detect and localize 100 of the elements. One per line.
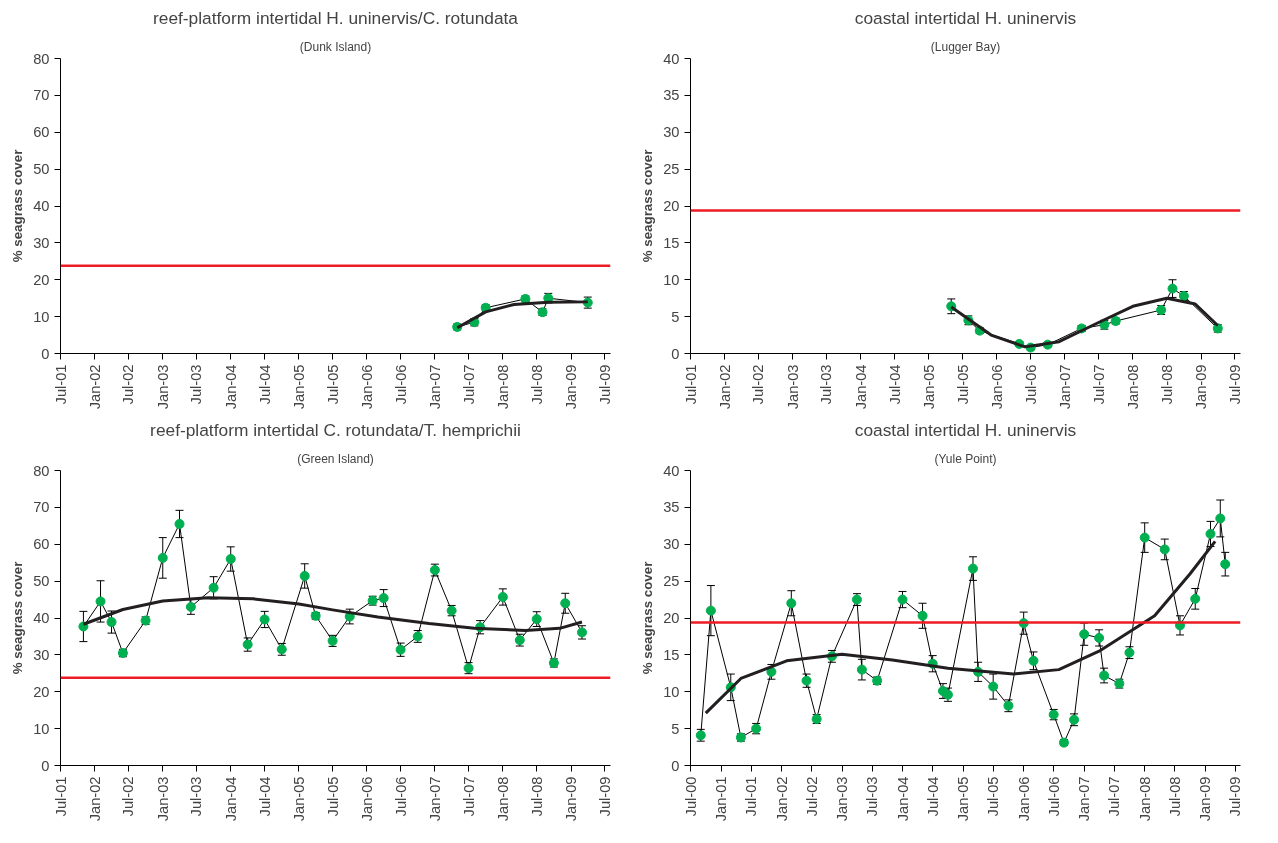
x-tick-label: Jul-08 (528, 776, 545, 817)
x-tick-label: Jan-07 (426, 776, 443, 822)
y-tick-label: 10 (33, 308, 50, 325)
y-tick-label: 0 (671, 345, 680, 362)
y-tick-label: 10 (663, 683, 680, 700)
x-tick-label: Jan-09 (1193, 364, 1210, 410)
y-tick-label: 40 (663, 462, 680, 479)
chart-title: reef-platform intertidal H. uninervis/C. rotundata (152, 7, 519, 28)
x-tick-label: Jan-05 (290, 364, 307, 410)
x-tick-label: Jul-03 (188, 776, 205, 817)
y-tick-label: 20 (33, 271, 50, 288)
x-tick-label: Jan-08 (494, 364, 511, 410)
x-tick-label: Jan-05 (290, 776, 307, 822)
y-tick-label: 30 (33, 234, 50, 251)
chart-subtitle: (Lugger Bay) (930, 39, 1001, 54)
x-tick-label: Jan-09 (563, 364, 580, 410)
x-tick-label: Jul-04 (886, 364, 903, 405)
x-tick-label: Jul-06 (392, 364, 409, 405)
y-tick-label: 20 (663, 198, 680, 214)
y-axis-title: % seagrass cover (640, 561, 656, 675)
y-tick-label: 15 (663, 646, 680, 663)
y-tick-label: 40 (33, 198, 50, 214)
y-tick-label: 20 (33, 683, 50, 700)
x-tick-label: Jul-04 (256, 776, 273, 817)
y-tick-label: 30 (663, 536, 680, 553)
y-tick-label: 70 (33, 87, 50, 104)
chart-subtitle: (Dunk Island) (299, 39, 372, 54)
x-tick-label: Jan-03 (154, 776, 171, 822)
x-tick-label: Jul-07 (460, 776, 477, 817)
x-tick-label: Jan-04 (222, 776, 239, 822)
x-tick-label: Jul-09 (596, 776, 613, 817)
x-tick-label: Jan-04 (894, 776, 911, 822)
x-tick-label: Jul-07 (1090, 364, 1107, 405)
x-tick-label: Jan-06 (358, 776, 375, 822)
y-axis-title: % seagrass cover (640, 149, 656, 263)
x-tick-label: Jul-03 (864, 776, 881, 817)
y-tick-label: 40 (663, 50, 680, 67)
x-tick-label: Jan-03 (834, 776, 851, 822)
x-tick-label: Jul-04 (924, 776, 941, 817)
x-tick-label: Jan-07 (1056, 364, 1073, 410)
x-tick-label: Jan-06 (1015, 776, 1032, 822)
x-tick-label: Jan-09 (1197, 776, 1214, 822)
y-tick-label: 30 (33, 646, 50, 663)
x-tick-label: Jul-02 (120, 776, 137, 817)
y-axis-title: % seagrass cover (10, 149, 26, 263)
x-tick-label: Jan-02 (773, 776, 790, 822)
y-tick-label: 0 (41, 345, 50, 362)
x-tick-label: Jan-02 (86, 776, 103, 822)
y-tick-label: 20 (663, 610, 680, 626)
x-tick-label: Jul-06 (1022, 364, 1039, 405)
x-tick-label: Jul-01 (682, 364, 699, 405)
y-tick-label: 10 (663, 271, 680, 288)
x-tick-label: Jul-09 (1227, 776, 1244, 817)
y-tick-label: 80 (33, 462, 50, 479)
y-tick-label: 35 (663, 499, 680, 516)
x-tick-label: Jan-05 (955, 776, 972, 822)
x-tick-label: Jul-07 (460, 364, 477, 405)
x-tick-label: Jul-03 (818, 364, 835, 405)
x-tick-label: Jul-03 (188, 364, 205, 405)
x-tick-label: Jul-02 (120, 364, 137, 405)
y-tick-label: 5 (671, 720, 680, 737)
x-tick-label: Jan-01 (713, 776, 729, 822)
x-tick-label: Jul-09 (596, 364, 613, 405)
x-tick-label: Jan-03 (784, 364, 801, 410)
y-tick-label: 25 (663, 573, 680, 590)
y-axis-title: % seagrass cover (10, 561, 26, 675)
chart-title: coastal intertidal H. uninervis (854, 7, 1077, 28)
x-tick-label: Jan-09 (563, 776, 580, 822)
x-tick-label: Jul-05 (985, 776, 1002, 817)
y-tick-label: 80 (33, 50, 50, 67)
x-tick-label: Jul-08 (1166, 776, 1183, 817)
y-tick-label: 60 (33, 536, 50, 553)
x-tick-label: Jan-08 (1124, 364, 1141, 410)
y-tick-label: 0 (671, 757, 680, 774)
x-tick-label: Jul-08 (528, 364, 545, 405)
chart-title: reef-platform intertidal C. rotundata/T. hemprichii (150, 419, 521, 440)
y-tick-label: 10 (33, 720, 50, 737)
chart-subtitle: (Yule Point) (934, 451, 997, 466)
x-tick-label: Jan-02 (86, 364, 103, 410)
x-tick-label: Jan-06 (988, 364, 1005, 410)
x-tick-label: Jul-00 (682, 776, 699, 817)
x-tick-label: Jan-05 (920, 364, 937, 410)
x-tick-label: Jul-09 (1226, 364, 1243, 405)
x-tick-label: Jul-02 (803, 776, 820, 817)
y-tick-label: 60 (33, 124, 50, 141)
y-tick-label: 35 (663, 87, 680, 104)
x-tick-label: Jul-07 (1106, 776, 1123, 817)
x-tick-label: Jul-05 (954, 364, 971, 405)
y-tick-label: 40 (33, 610, 50, 626)
x-tick-label: Jan-04 (222, 364, 239, 410)
y-tick-label: 25 (663, 161, 680, 178)
x-tick-label: Jan-02 (716, 364, 733, 410)
y-tick-label: 15 (663, 234, 680, 251)
x-tick-label: Jan-08 (1136, 776, 1153, 822)
x-tick-label: Jul-08 (1158, 364, 1175, 405)
x-tick-label: Jul-04 (256, 364, 273, 405)
x-tick-label: Jan-06 (358, 364, 375, 410)
y-tick-label: 70 (33, 499, 50, 516)
y-tick-label: 30 (663, 124, 680, 141)
x-tick-label: Jul-01 (52, 364, 69, 405)
